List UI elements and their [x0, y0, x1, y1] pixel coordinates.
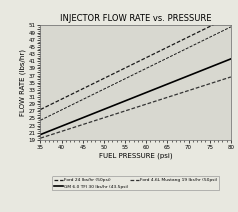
Y-axis label: FLOW RATE (lbs/hr): FLOW RATE (lbs/hr)	[19, 49, 26, 116]
Legend: Ford 24 lbs/hr (50psi), GM 6.0 TFI 30 lbs/hr (43.5psi), Ford 4.6L Mustang 19 lbs: Ford 24 lbs/hr (50psi), GM 6.0 TFI 30 lb…	[52, 176, 219, 191]
Title: INJECTOR FLOW RATE vs. PRESSURE: INJECTOR FLOW RATE vs. PRESSURE	[60, 14, 211, 23]
X-axis label: FUEL PRESSURE (psi): FUEL PRESSURE (psi)	[99, 153, 173, 159]
